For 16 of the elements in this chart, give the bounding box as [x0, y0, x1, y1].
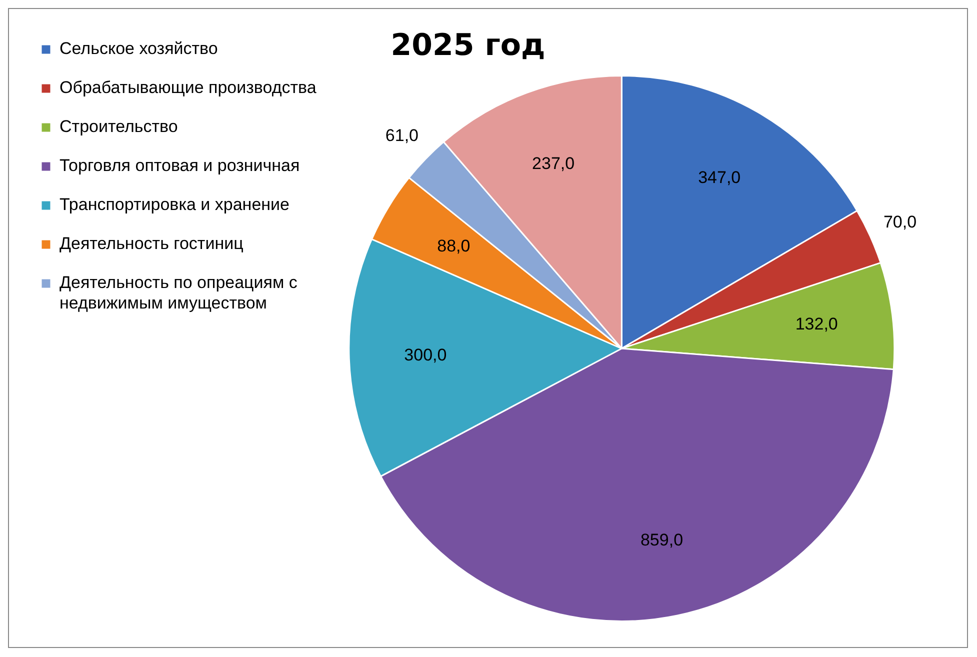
data-label: 88,0	[437, 236, 470, 256]
legend-label: Деятельность по опреациям с недвижимым имуществом	[60, 273, 298, 313]
data-label: 347,0	[698, 168, 741, 187]
legend-label: Торговля оптовая и розничная	[60, 156, 300, 176]
data-label: 859,0	[640, 530, 684, 550]
legend-label: Строительство	[60, 117, 178, 136]
legend-label: Обрабатывающие производства	[60, 78, 317, 98]
data-label: 300,0	[404, 346, 447, 365]
chart-title: 2025 год	[390, 28, 546, 63]
legend-label: Транспортировка и хранение	[60, 195, 290, 214]
data-label: 70,0	[883, 212, 917, 232]
data-label: 237,0	[532, 154, 575, 174]
legend-label: Деятельность гостиниц	[60, 234, 244, 254]
legend-label: Сельское хозяйство	[60, 39, 218, 58]
data-label: 61,0	[385, 126, 419, 145]
data-label: 132,0	[795, 314, 838, 334]
